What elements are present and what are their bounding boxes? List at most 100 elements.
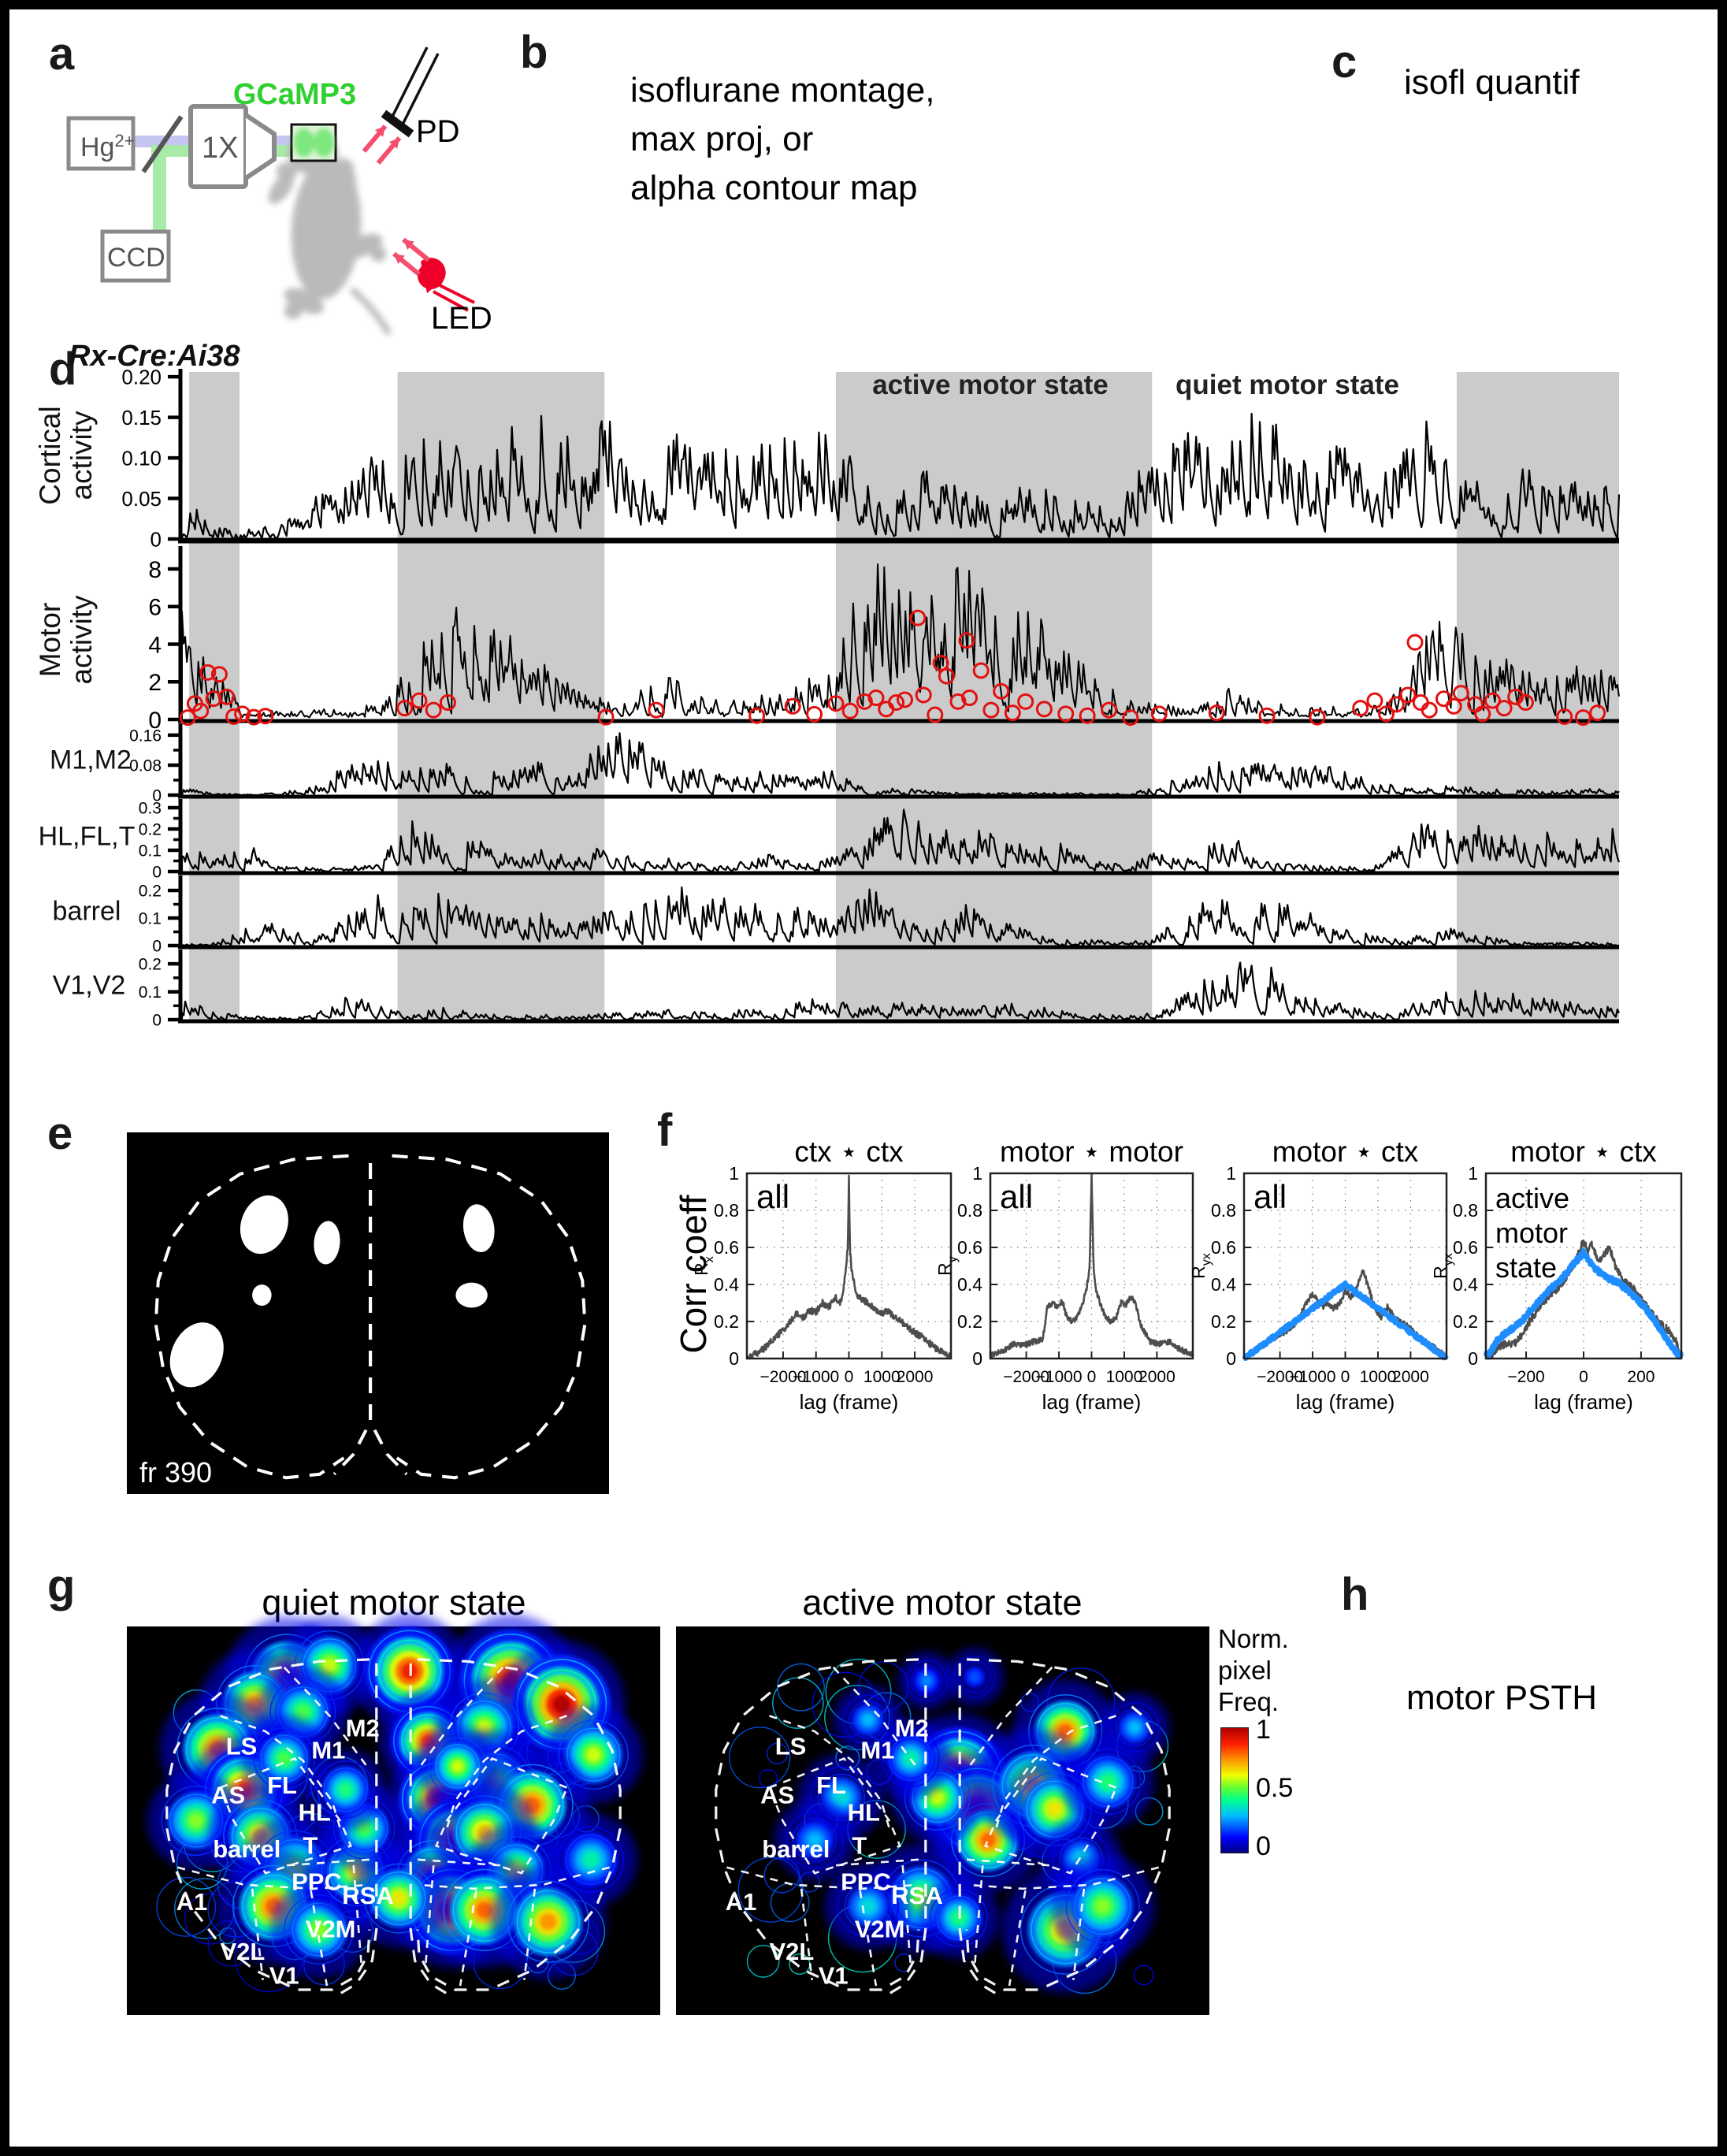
svg-text:6: 6 (148, 595, 162, 621)
atlas-line (352, 1865, 363, 1967)
svg-text:0: 0 (148, 708, 162, 734)
svg-text:−200: −200 (1507, 1368, 1544, 1386)
corr-title-3: motor ⋆ ctx (1510, 1136, 1657, 1168)
trace-label-v1v2: V1,V2 (52, 970, 126, 1001)
region-label-V2L: V2L (220, 1938, 265, 1965)
frame-number-text: fr 390 (139, 1456, 213, 1489)
motor-event-circle (225, 708, 243, 725)
atlas-line (417, 1866, 611, 1890)
motor-event-circle (1122, 709, 1139, 727)
svg-text:0.08: 0.08 (129, 757, 162, 775)
region-label-FL: FL (267, 1771, 297, 1799)
svg-text:0.6: 0.6 (957, 1237, 982, 1258)
motor-event-circle (199, 664, 217, 681)
region-label-T: T (303, 1831, 318, 1859)
colorbar-tick-1: 1 (1256, 1715, 1271, 1745)
motor-event-circle (1399, 686, 1417, 704)
svg-text:0.8: 0.8 (1453, 1200, 1478, 1221)
state-label-active: active motor state (872, 370, 1109, 400)
region-label-barrel: barrel (762, 1835, 830, 1863)
corr-ylabel-3: Ryx (1430, 1253, 1455, 1279)
corr-annotation-1: all (1000, 1178, 1033, 1215)
trace-5: 0.2 0.1 0 (139, 950, 1621, 1030)
svg-text:1000: 1000 (864, 1368, 901, 1386)
region-label-barrel: barrel (213, 1835, 280, 1863)
svg-text:0.6: 0.6 (1211, 1237, 1236, 1258)
svg-text:0.6: 0.6 (1453, 1237, 1478, 1258)
corr-xlabel-0: lag (frame) (800, 1390, 899, 1414)
led-icon (418, 258, 475, 312)
svg-text:0: 0 (1579, 1368, 1588, 1386)
motor-event-circle (1035, 701, 1053, 718)
panel-g-letter: g (47, 1560, 76, 1611)
corr-ylabel-1: Ry (934, 1256, 960, 1276)
motor-event-circle (1445, 697, 1462, 715)
svg-text:0: 0 (1226, 1348, 1236, 1369)
motor-event-circle (1079, 707, 1096, 724)
atlas-line (310, 1890, 329, 1987)
camera-label: CCD (107, 243, 165, 273)
trace-label-motor: Motor activity (34, 595, 98, 685)
atlas-line (888, 1663, 927, 1995)
svg-text:−2000: −2000 (760, 1368, 806, 1386)
corr-title-1: motor ⋆ motor (1000, 1136, 1183, 1168)
motor-event-circle (218, 688, 236, 705)
atlas-line (859, 1890, 878, 1987)
svg-text:0: 0 (150, 527, 162, 551)
region-label-PPC: PPC (841, 1868, 891, 1895)
svg-text:0.10: 0.10 (121, 446, 162, 470)
motor-event-circle (192, 702, 210, 719)
photodiode-icon (390, 46, 429, 119)
svg-text:0: 0 (152, 864, 162, 882)
svg-text:8: 8 (148, 557, 162, 583)
svg-text:0: 0 (1341, 1368, 1350, 1386)
motor-event-circle (439, 694, 456, 712)
motor-event-circle (1150, 705, 1168, 723)
motor-event-circle (1495, 700, 1513, 717)
motor-event-circle (1452, 685, 1469, 702)
mask-blob-5 (455, 1282, 488, 1308)
trace-4: 0.2 0.1 0 (139, 875, 1620, 956)
svg-text:1: 1 (729, 1163, 739, 1184)
region-label-A1: A1 (176, 1888, 208, 1916)
motor-event-circle (425, 701, 442, 719)
svg-text:−1000: −1000 (1290, 1368, 1336, 1386)
atlas-line (459, 1890, 477, 1987)
mouse-line-label: Rx-Cre:Ai38 (69, 340, 240, 373)
atlas-line (968, 1666, 1053, 1768)
corr-xlabel-1: lag (frame) (1042, 1390, 1142, 1414)
atlas-line (523, 1888, 537, 1980)
svg-text:0: 0 (1087, 1368, 1097, 1386)
motor-event-circle (1412, 694, 1429, 712)
region-label-RSA: RSA (891, 1882, 942, 1909)
motor-event-circle (888, 694, 905, 712)
motor-event-circle (234, 705, 251, 723)
atlas-line (339, 1663, 378, 1995)
svg-text:2: 2 (148, 670, 162, 696)
svg-text:1: 1 (1226, 1163, 1236, 1184)
svg-text:4: 4 (148, 632, 162, 658)
region-label-FL: FL (816, 1771, 846, 1799)
panel-b-line3: alpha contour map (630, 169, 918, 207)
corr-annotation-2: all (1253, 1178, 1287, 1215)
region-label-V2M: V2M (855, 1915, 905, 1942)
photodiode-label: PD (416, 114, 460, 149)
motor-event-circle (867, 690, 885, 707)
panel-a-schematic: Hg2+ 1X CCD GCaMP3 PD LED Rx-Cre:Ai38 (66, 46, 492, 373)
objective-label: 1X (202, 132, 238, 165)
atlas-line (958, 1663, 997, 1995)
region-label-V1: V1 (819, 1962, 849, 1990)
svg-text:1000: 1000 (1106, 1368, 1143, 1386)
panel-b-letter: b (520, 27, 548, 78)
motor-event-circle (993, 682, 1010, 700)
motor-event-circle (179, 709, 196, 727)
mask-blob-4 (462, 1204, 495, 1253)
region-label-M2: M2 (895, 1715, 929, 1742)
svg-text:0.8: 0.8 (957, 1200, 982, 1221)
region-label-A1: A1 (726, 1888, 757, 1916)
